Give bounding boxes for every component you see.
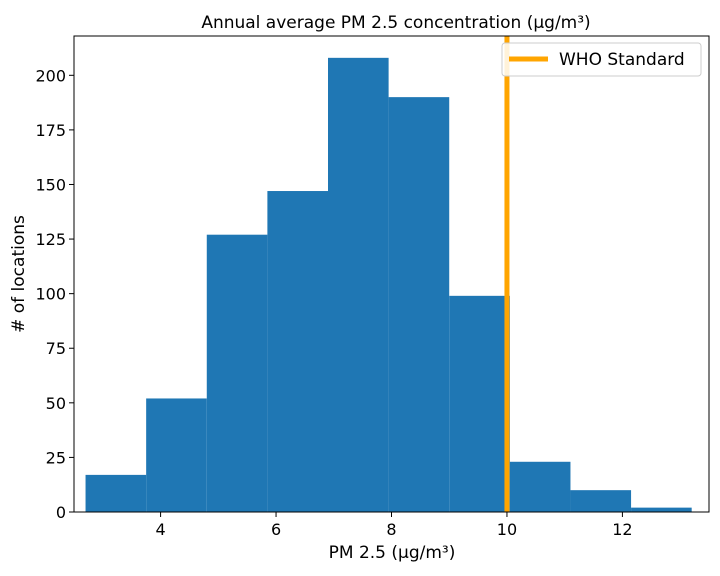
y-tick-label: 175 [35, 121, 66, 140]
legend-label: WHO Standard [559, 50, 685, 70]
histogram-bar [509, 461, 571, 512]
histogram-bar [206, 234, 268, 512]
histogram-bar [449, 295, 510, 512]
x-tick-label: 4 [155, 520, 165, 539]
legend: WHO Standard [501, 42, 702, 77]
y-tick-label: 0 [56, 503, 66, 522]
y-tick-label: 25 [46, 448, 66, 467]
x-axis-label: PM 2.5 (μg/m³) [329, 543, 456, 563]
x-tick-label: 12 [612, 520, 632, 539]
histogram-bar [328, 57, 389, 512]
histogram-bar [388, 97, 450, 513]
chart-title: Annual average PM 2.5 concentration (μg/… [201, 13, 590, 33]
legend-box [501, 42, 702, 77]
x-tick-label: 10 [497, 520, 517, 539]
y-tick-label: 100 [35, 285, 66, 304]
histogram-bar [85, 474, 147, 512]
histogram-bars [85, 57, 692, 513]
histogram-bar [570, 490, 632, 512]
y-tick-label: 150 [35, 175, 66, 194]
y-axis-label: # of locations [9, 215, 29, 333]
y-tick-label: 125 [35, 230, 66, 249]
histogram-bar [146, 398, 207, 512]
histogram-bar [267, 191, 328, 512]
x-tick-label: 6 [271, 520, 281, 539]
y-tick-label: 75 [46, 339, 66, 358]
y-tick-label: 200 [35, 66, 66, 85]
x-axis-ticks: 4 6 8 10 12 [155, 512, 633, 539]
y-axis-ticks: 0 25 50 75 100 125 150 175 200 [35, 66, 74, 522]
y-tick-label: 50 [46, 394, 66, 413]
histogram-bar [631, 507, 692, 512]
x-tick-label: 8 [386, 520, 396, 539]
